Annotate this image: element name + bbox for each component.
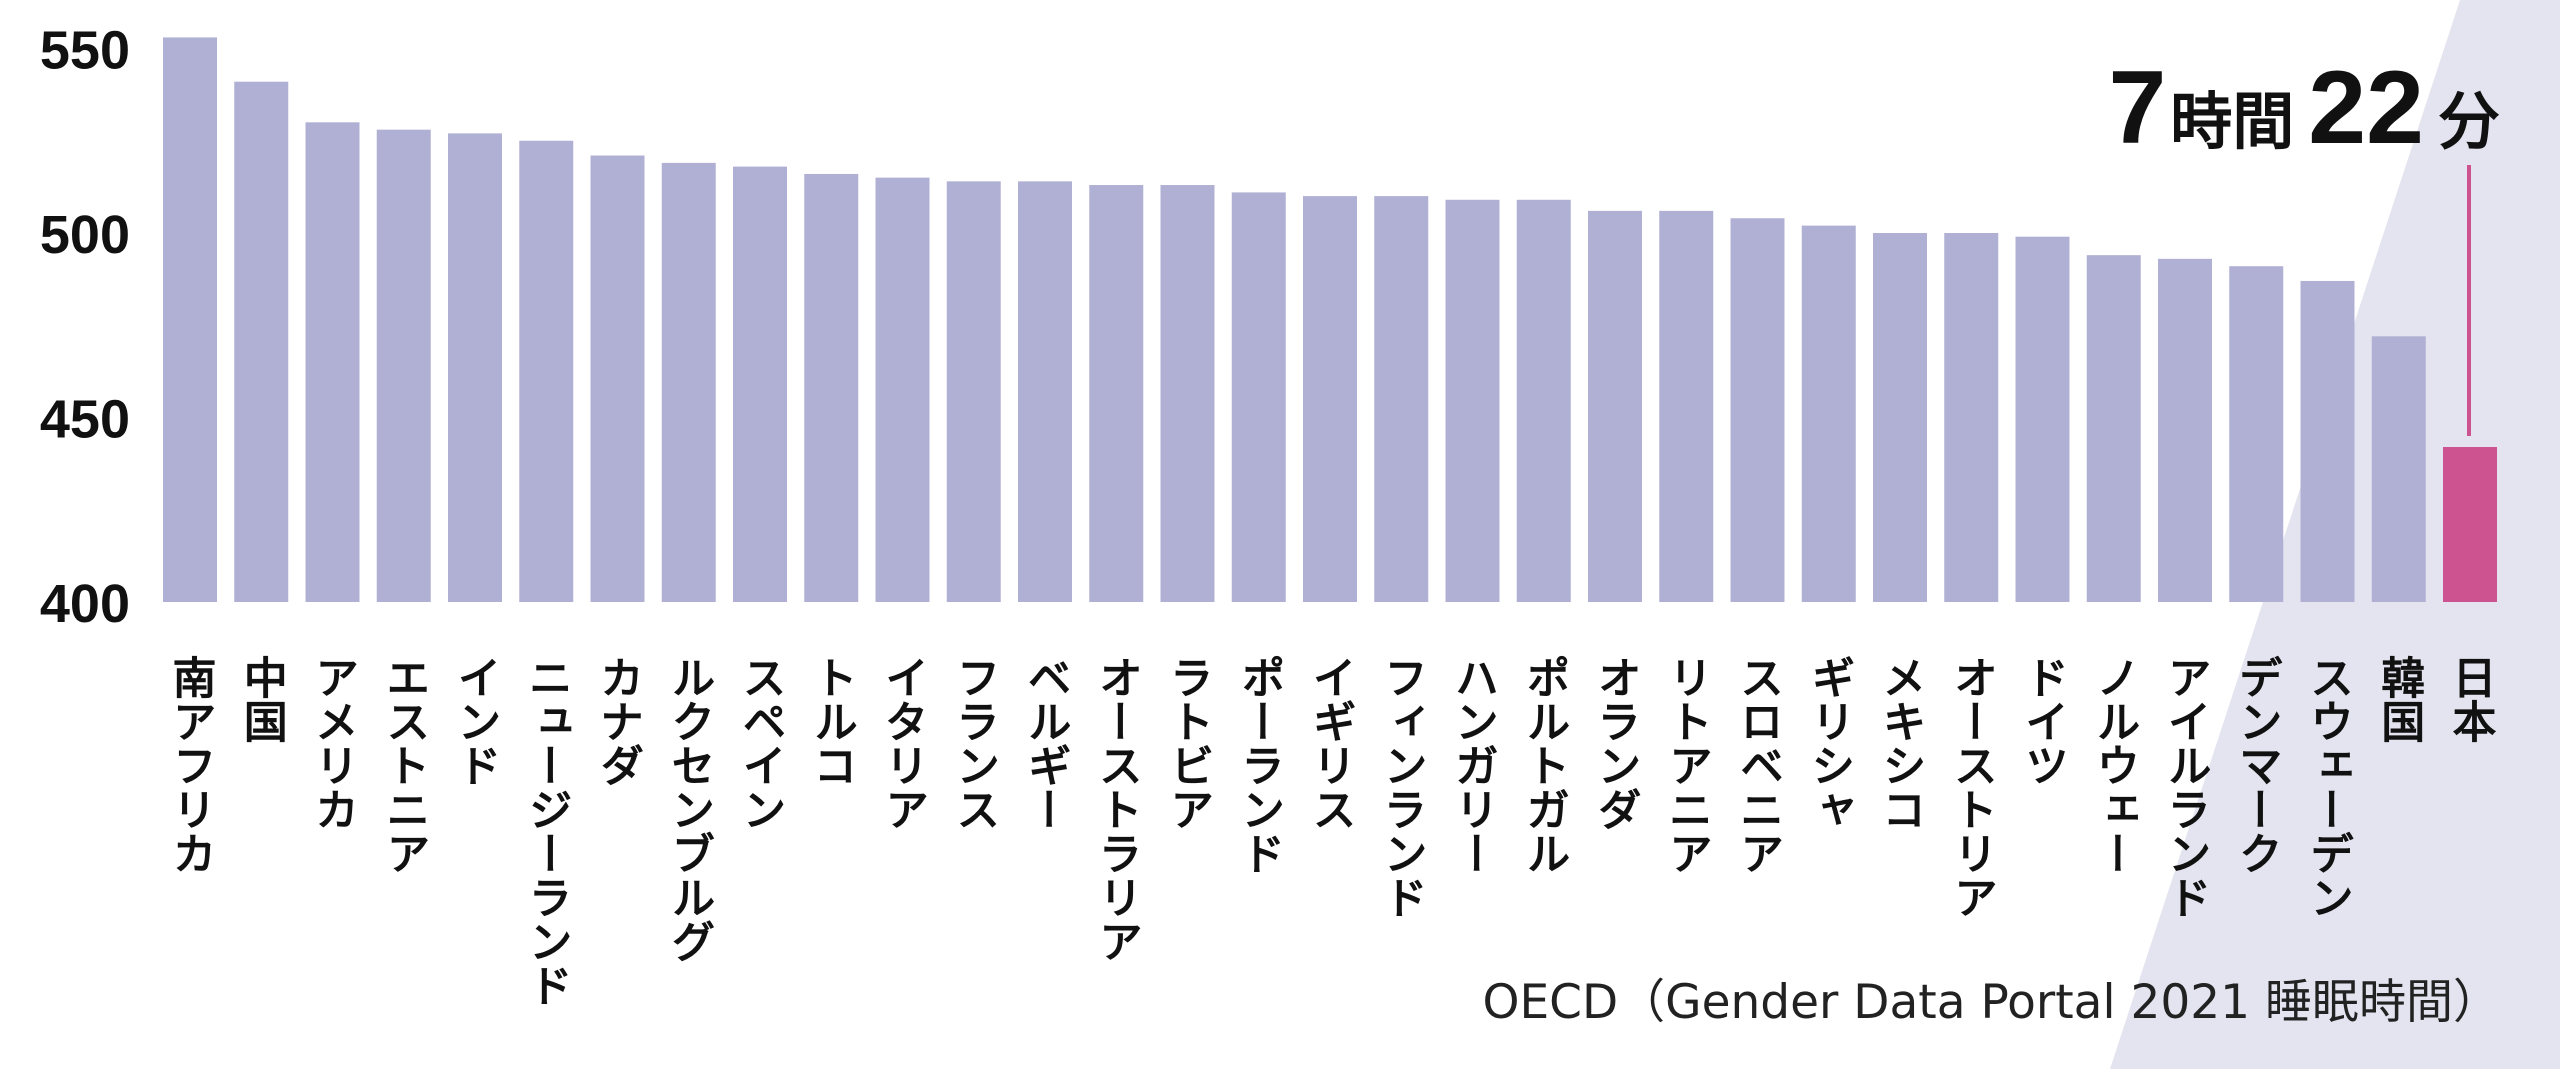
bar: [1873, 233, 1927, 602]
category-label: インド: [450, 655, 501, 787]
bar: [1303, 196, 1357, 602]
bar: [2229, 266, 2284, 602]
category-label: ルクセンブルグ: [663, 655, 714, 963]
category-label: ポーランド: [1233, 655, 1284, 875]
category-label: リトアニア: [1661, 655, 1712, 875]
bar: [875, 177, 930, 602]
bar: [448, 133, 502, 602]
bar: [163, 37, 217, 603]
bar: [305, 122, 360, 603]
bar: [376, 129, 431, 602]
category-label: ドイツ: [2017, 655, 2068, 787]
bar: [234, 81, 289, 602]
bar: [1801, 225, 1856, 602]
bar: [1374, 196, 1429, 602]
category-label: ノルウェー: [2088, 655, 2139, 875]
bar: [1730, 218, 1785, 603]
category-label: 日本: [2445, 655, 2497, 743]
category-label: イギリス: [1305, 655, 1356, 831]
bar: [1231, 192, 1286, 602]
annotation-label: 7時間 22 分: [2108, 50, 2500, 166]
bar: [733, 166, 787, 602]
bar-highlight: [2443, 447, 2497, 602]
y-tick-label: 550: [40, 21, 130, 81]
source-note: OECD（Gender Data Portal 2021 睡眠時間）: [1482, 975, 2500, 1030]
category-label: ハンガリー: [1447, 655, 1498, 875]
category-label: デンマーク: [2231, 655, 2282, 875]
category-label: イタリア: [877, 655, 928, 831]
y-tick-label: 450: [40, 390, 130, 450]
category-label: フランス: [948, 655, 999, 831]
category-label: ギリシャ: [1803, 655, 1854, 831]
category-label: スウェーデン: [2302, 655, 2353, 919]
bar: [946, 181, 1001, 602]
category-label: 中国: [236, 655, 287, 743]
bar: [1160, 185, 1215, 602]
category-label: カナダ: [592, 655, 643, 787]
category-label: ポルトガル: [1518, 655, 1569, 875]
category-label: オーストリア: [1946, 655, 1997, 919]
y-axis-ticks: 400 450 500 550: [40, 21, 130, 635]
y-tick-label: 500: [40, 205, 130, 265]
category-label: 南アフリカ: [165, 655, 216, 875]
bar: [590, 155, 645, 602]
category-label: エストニア: [378, 655, 429, 875]
category-label: アメリカ: [307, 655, 358, 831]
category-label: メキシコ: [1875, 655, 1926, 831]
bar: [2086, 255, 2141, 602]
bar: [2300, 280, 2355, 602]
category-label: フィンランド: [1376, 655, 1427, 919]
bar: [2015, 236, 2070, 602]
bar: [804, 173, 859, 602]
category-label: スロベニア: [1732, 655, 1783, 875]
bar: [1516, 199, 1571, 603]
category-label: ニュージーランド: [521, 655, 572, 1007]
category-label: スペイン: [735, 655, 786, 831]
bar: [1089, 185, 1144, 602]
category-label: トルコ: [806, 655, 857, 787]
bar: [1445, 199, 1500, 603]
annotation-hours: 7: [2108, 50, 2166, 166]
bar: [1018, 181, 1072, 602]
bar: [1588, 210, 1642, 603]
category-label: アイルランド: [2160, 655, 2211, 919]
bar: [2158, 258, 2212, 602]
bar: [661, 162, 716, 602]
annotation-minutes: 22: [2308, 50, 2424, 166]
bar: [1944, 233, 1999, 602]
category-label: オランダ: [1590, 655, 1641, 831]
category-label: ベルギー: [1020, 655, 1071, 831]
category-label: オーストラリア: [1091, 655, 1142, 963]
category-label: ラトビア: [1162, 655, 1213, 831]
bar: [519, 140, 574, 602]
bar: [1659, 210, 1714, 603]
category-label: 韓国: [2373, 655, 2424, 743]
bar: [2371, 336, 2426, 602]
annotation-minutes-unit: 分: [2438, 85, 2500, 158]
y-tick-label: 400: [40, 574, 130, 634]
annotation-hours-unit: 時間: [2170, 85, 2294, 158]
category-labels: 南アフリカ 中国 アメリカ エストニア インド ニュージーランド カナダ ルクセンブルグ スペイ…: [165, 655, 2497, 1007]
bars: [163, 37, 2497, 603]
